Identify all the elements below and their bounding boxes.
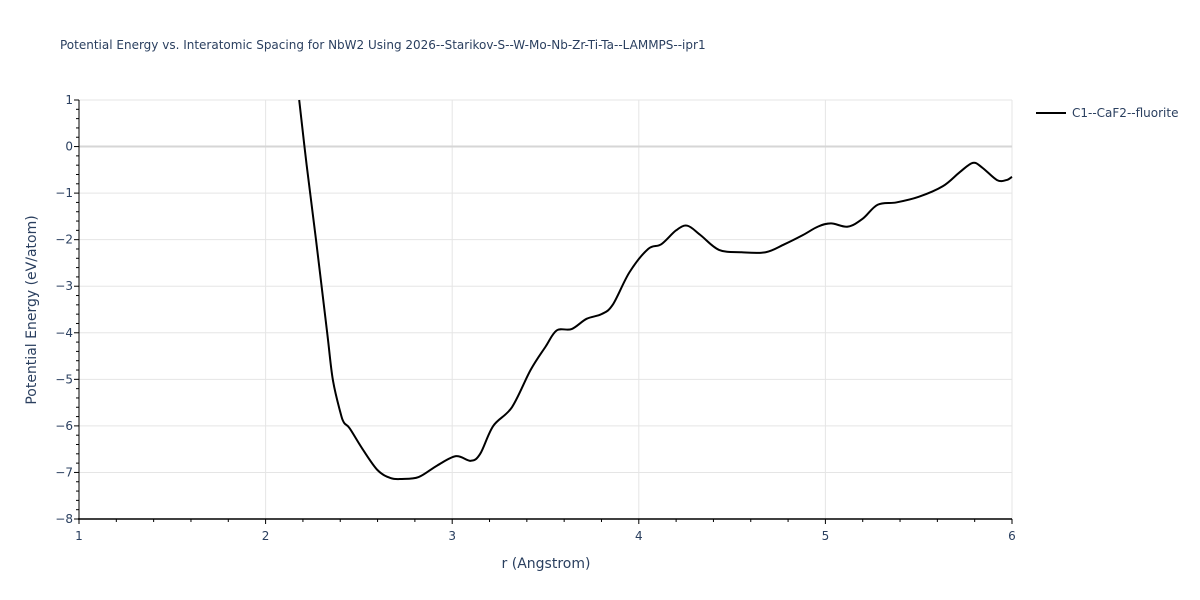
tick-labels: 1 2 3 4 5 6 1 0 −1 −2 −3 −4 −5 −6 −7 −8 [55,93,1016,543]
x-tick-label: 1 [75,529,83,543]
x-tick-label: 4 [635,529,643,543]
y-tick-label: −3 [55,279,73,293]
x-tick-label: 5 [822,529,830,543]
y-tick-label: 1 [65,93,73,107]
y-tick-label: 0 [65,140,73,154]
y-tick-label: −7 [55,465,73,479]
y-tick-label: −1 [55,186,73,200]
y-tick-label: −2 [55,233,73,247]
x-tick-label: 6 [1008,529,1016,543]
y-tick-label: −6 [55,419,73,433]
legend-line-swatch [1036,112,1066,114]
chart-title: Potential Energy vs. Interatomic Spacing… [60,38,706,52]
gridlines [79,99,1013,519]
legend-item[interactable]: C1--CaF2--fluorite [1036,106,1178,120]
y-tick-label: −5 [55,372,73,386]
y-tick-label: −8 [55,512,73,526]
legend-label: C1--CaF2--fluorite [1072,106,1179,120]
y-tick-label: −4 [55,326,73,340]
series-line[interactable] [298,99,1013,481]
axes [74,99,1013,524]
y-axis-title: Potential Energy (eV/atom) [24,215,40,404]
x-tick-label: 3 [448,529,456,543]
x-axis-title: r (Angstrom) [502,556,591,572]
x-tick-label: 2 [262,529,270,543]
